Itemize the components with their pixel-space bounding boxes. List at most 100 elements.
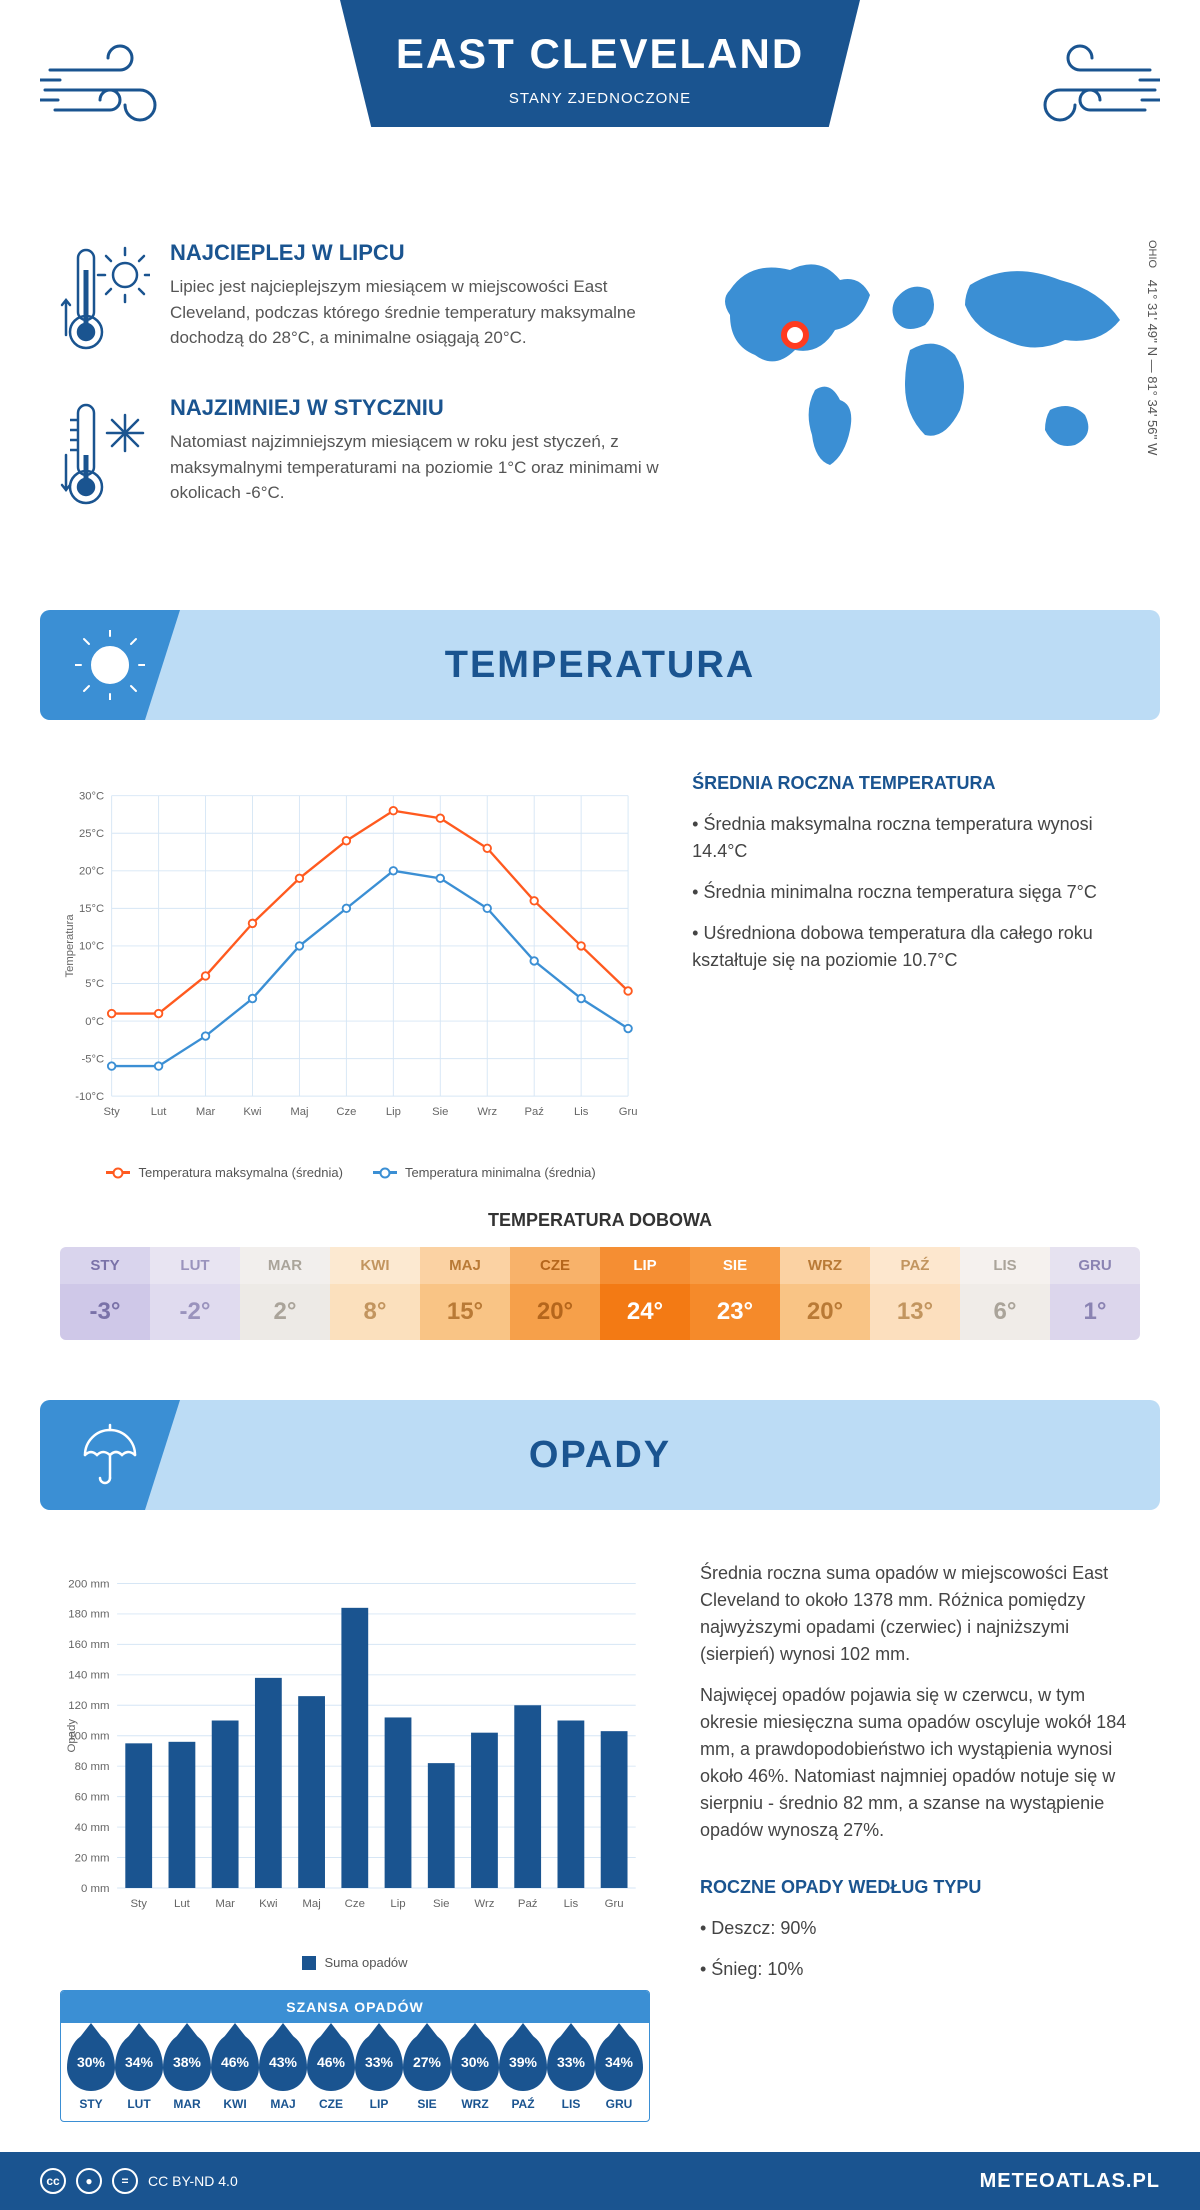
license-text: CC BY-ND 4.0: [148, 2173, 238, 2189]
rain-drop: 46%KWI: [211, 2033, 259, 2111]
nd-icon: =: [112, 2168, 138, 2194]
coords-value: 41° 31' 49'' N — 81° 34' 56'' W: [1145, 280, 1160, 456]
rain-text-2: Najwięcej opadów pojawia się w czerwcu, …: [700, 1682, 1140, 1844]
temp-cell: PAŹ 13°: [870, 1247, 960, 1340]
svg-text:Maj: Maj: [290, 1106, 308, 1118]
rain-text-1: Średnia roczna suma opadów w miejscowośc…: [700, 1560, 1140, 1668]
rain-bar-chart: 0 mm20 mm40 mm60 mm80 mm100 mm120 mm140 …: [60, 1560, 650, 1940]
rain-drop: 30%STY: [67, 2033, 115, 2111]
svg-text:30°C: 30°C: [79, 790, 104, 802]
svg-text:Wrz: Wrz: [474, 1898, 494, 1910]
daily-temp-title: TEMPERATURA DOBOWA: [60, 1210, 1140, 1231]
rain-drop: 33%LIP: [355, 2033, 403, 2111]
hottest-block: NAJCIEPLEJ W LIPCU Lipiec jest najcieple…: [60, 240, 660, 365]
svg-text:Paź: Paź: [524, 1106, 544, 1118]
temp-cell: KWI 8°: [330, 1247, 420, 1340]
svg-text:180 mm: 180 mm: [68, 1609, 109, 1621]
rain-legend-label: Suma opadów: [324, 1955, 407, 1970]
svg-text:Lut: Lut: [151, 1106, 168, 1118]
rain-type-bullet: • Śnieg: 10%: [700, 1956, 1140, 1983]
svg-text:Maj: Maj: [302, 1898, 320, 1910]
svg-text:Sty: Sty: [104, 1106, 121, 1118]
rain-body: 0 mm20 mm40 mm60 mm80 mm100 mm120 mm140 …: [0, 1530, 1200, 2152]
svg-text:Cze: Cze: [345, 1898, 365, 1910]
svg-text:140 mm: 140 mm: [68, 1670, 109, 1682]
rain-header: OPADY: [40, 1400, 1160, 1510]
rain-chance-table: SZANSA OPADÓW 30%STY34%LUT38%MAR46%KWI43…: [60, 1990, 650, 2122]
temp-cell: MAR 2°: [240, 1247, 330, 1340]
daily-temp-table: STY -3° LUT -2° MAR 2° KWI 8° MAJ 15° CZ…: [60, 1247, 1140, 1340]
svg-text:Temperatura: Temperatura: [64, 914, 76, 978]
thermometer-sun-icon: [60, 240, 150, 365]
coldest-block: NAJZIMNIEJ W STYCZNIU Natomiast najzimni…: [60, 395, 660, 520]
wind-icon: [1010, 40, 1160, 140]
svg-text:15°C: 15°C: [79, 903, 104, 915]
svg-text:Paź: Paź: [518, 1898, 538, 1910]
avg-temp-title: ŚREDNIA ROCZNA TEMPERATURA: [692, 770, 1140, 797]
svg-text:Opady: Opady: [66, 1719, 78, 1753]
rain-type-title: ROCZNE OPADY WEDŁUG TYPU: [700, 1874, 1140, 1901]
map-block: OHIO 41° 31' 49'' N — 81° 34' 56'' W: [700, 240, 1140, 550]
state-label: OHIO: [1146, 240, 1158, 268]
svg-text:0°C: 0°C: [85, 1016, 104, 1028]
temp-cell: CZE 20°: [510, 1247, 600, 1340]
hottest-text: Lipiec jest najcieplejszym miesiącem w m…: [170, 274, 660, 351]
svg-text:Kwi: Kwi: [259, 1898, 277, 1910]
svg-text:200 mm: 200 mm: [68, 1578, 109, 1590]
svg-text:Lis: Lis: [574, 1106, 589, 1118]
svg-text:0 mm: 0 mm: [81, 1883, 110, 1895]
temperature-title: TEMPERATURA: [445, 644, 756, 687]
legend-item: Temperatura maksymalna (średnia): [106, 1165, 342, 1180]
sun-icon: [40, 610, 180, 720]
svg-text:160 mm: 160 mm: [68, 1639, 109, 1651]
rain-drop: 46%CZE: [307, 2033, 355, 2111]
svg-text:10°C: 10°C: [79, 941, 104, 953]
rain-chance-title: SZANSA OPADÓW: [61, 1991, 649, 2023]
svg-text:Kwi: Kwi: [243, 1106, 261, 1118]
svg-text:20 mm: 20 mm: [75, 1852, 110, 1864]
coldest-title: NAJZIMNIEJ W STYCZNIU: [170, 395, 660, 421]
hottest-title: NAJCIEPLEJ W LIPCU: [170, 240, 660, 266]
rain-drop: 30%WRZ: [451, 2033, 499, 2111]
svg-text:-10°C: -10°C: [75, 1091, 104, 1103]
temp-cell: GRU 1°: [1050, 1247, 1140, 1340]
title-banner: EAST CLEVELAND STANY ZJEDNOCZONE: [340, 0, 860, 127]
cc-icon: cc: [40, 2168, 66, 2194]
intro-section: NAJCIEPLEJ W LIPCU Lipiec jest najcieple…: [0, 220, 1200, 590]
by-icon: ●: [76, 2168, 102, 2194]
svg-text:5°C: 5°C: [85, 978, 104, 990]
svg-text:Lip: Lip: [390, 1898, 405, 1910]
legend-item: Temperatura minimalna (średnia): [373, 1165, 596, 1180]
footer: cc ● = CC BY-ND 4.0 METEOATLAS.PL: [0, 2152, 1200, 2210]
rain-legend: Suma opadów: [60, 1955, 650, 1970]
rain-drop: 27%SIE: [403, 2033, 451, 2111]
temp-cell: WRZ 20°: [780, 1247, 870, 1340]
svg-text:20°C: 20°C: [79, 866, 104, 878]
thermometer-snow-icon: [60, 395, 150, 520]
svg-text:60 mm: 60 mm: [75, 1791, 110, 1803]
svg-text:Lip: Lip: [386, 1106, 401, 1118]
temp-cell: LIP 24°: [600, 1247, 690, 1340]
page-title: EAST CLEVELAND: [360, 30, 840, 78]
site-name: METEOATLAS.PL: [980, 2170, 1160, 2193]
svg-text:40 mm: 40 mm: [75, 1822, 110, 1834]
svg-text:120 mm: 120 mm: [68, 1700, 109, 1712]
svg-text:80 mm: 80 mm: [75, 1761, 110, 1773]
svg-text:Gru: Gru: [619, 1106, 638, 1118]
temp-cell: MAJ 15°: [420, 1247, 510, 1340]
rain-title: OPADY: [529, 1434, 671, 1477]
header: EAST CLEVELAND STANY ZJEDNOCZONE: [0, 0, 1200, 220]
umbrella-icon: [40, 1400, 180, 1510]
avg-temp-bullet: • Średnia minimalna roczna temperatura s…: [692, 879, 1140, 906]
rain-drop: 39%PAŹ: [499, 2033, 547, 2111]
svg-text:Gru: Gru: [605, 1898, 624, 1910]
svg-text:Mar: Mar: [215, 1898, 235, 1910]
svg-text:Sie: Sie: [433, 1898, 450, 1910]
svg-text:-5°C: -5°C: [81, 1053, 104, 1065]
rain-drop: 43%MAJ: [259, 2033, 307, 2111]
temperature-body: -10°C-5°C0°C5°C10°C15°C20°C25°C30°CStyLu…: [0, 740, 1200, 1210]
coldest-text: Natomiast najzimniejszym miesiącem w rok…: [170, 429, 660, 506]
svg-text:Sty: Sty: [130, 1898, 147, 1910]
temperature-legend: Temperatura maksymalna (średnia) Temperat…: [60, 1165, 642, 1180]
temp-cell: SIE 23°: [690, 1247, 780, 1340]
